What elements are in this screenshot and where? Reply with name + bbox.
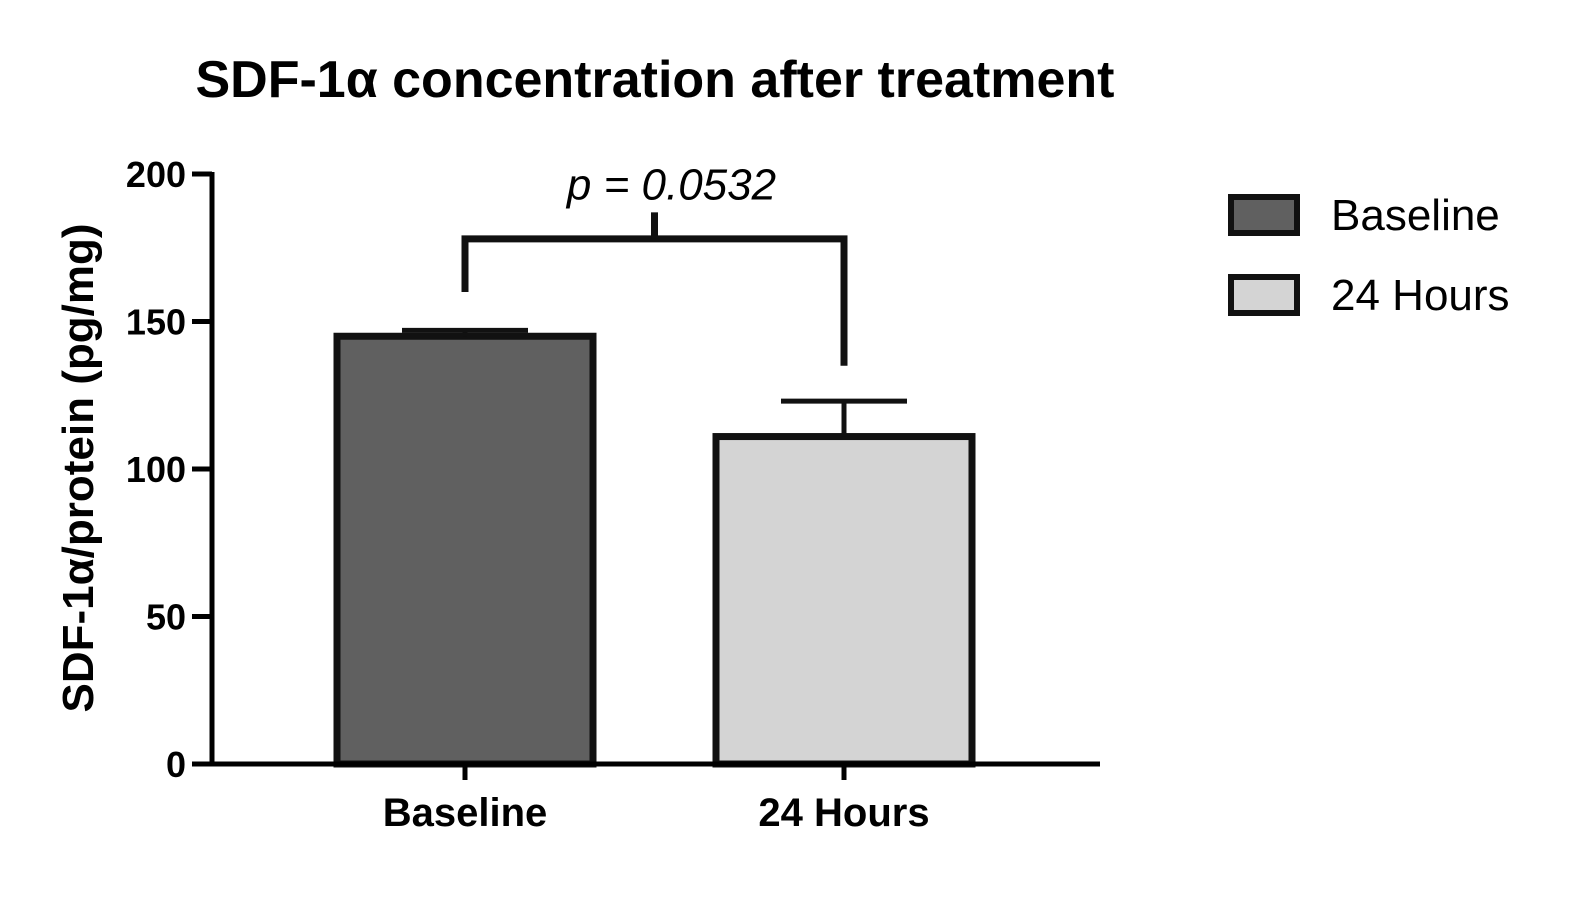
y-tick-label: 50 <box>146 597 186 638</box>
legend: Baseline 24 Hours <box>1228 191 1510 320</box>
bar-baseline <box>333 332 597 768</box>
legend-swatch <box>1228 274 1300 316</box>
y-tick-label: 150 <box>126 302 186 343</box>
x-tick-label: 24 Hours <box>758 791 929 835</box>
legend-label: 24 Hours <box>1331 271 1510 320</box>
bar-24-hours <box>712 433 976 768</box>
y-tick-label: 100 <box>126 449 186 490</box>
significance-bracket <box>461 212 848 366</box>
y-tick-label: 200 <box>126 154 186 195</box>
x-axis-ticks: Baseline 24 Hours <box>383 764 930 835</box>
legend-label: Baseline <box>1331 191 1500 240</box>
y-tick-label: 0 <box>166 744 186 785</box>
x-tick-label: Baseline <box>383 791 548 835</box>
chart-title: SDF-1α concentration after treatment <box>195 51 1114 109</box>
legend-swatch <box>1228 194 1300 236</box>
y-axis-ticks: 0 50 100 150 200 <box>126 154 212 785</box>
y-axis-label: SDF-1α/protein (pg/mg) <box>54 223 103 712</box>
error-bars <box>402 327 907 437</box>
p-value-annotation: p = 0.0532 <box>565 160 776 209</box>
